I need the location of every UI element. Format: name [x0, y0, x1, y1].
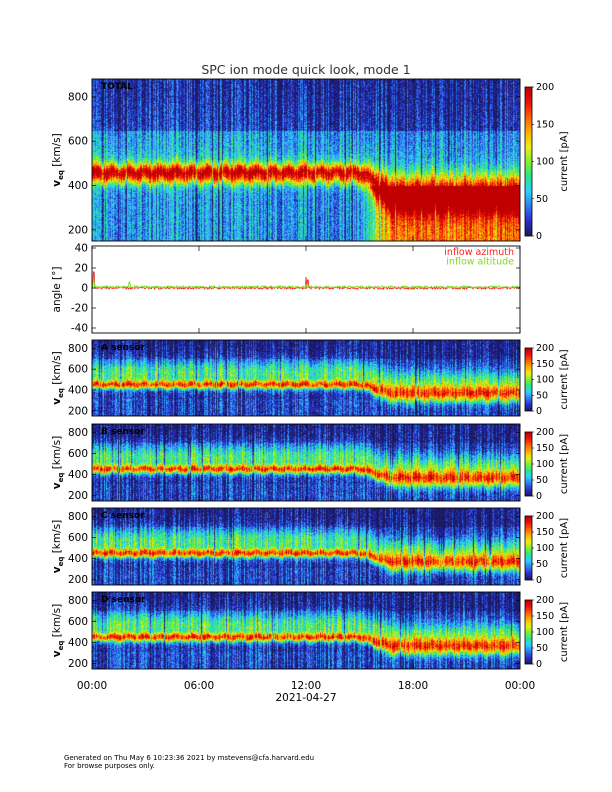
colorbar-tick-label: 150	[536, 611, 554, 622]
x-tick-label: 00:00	[505, 680, 535, 692]
y-axis-label: veq [km/s]	[51, 520, 65, 573]
panel-label: B sensor	[101, 427, 145, 437]
y-axis-label: angle [°]	[51, 267, 63, 313]
colorbar-tick-label: 0	[536, 575, 542, 586]
panel-label: TOTAL	[101, 82, 133, 92]
y-tick-label: 600	[68, 364, 88, 376]
y-axis-label: veq [km/s]	[51, 133, 65, 186]
colorbar-3	[525, 432, 532, 496]
y-tick-label: 800	[68, 595, 88, 607]
colorbar-tick-label: 200	[536, 343, 554, 354]
colorbar-tick-label: 0	[536, 231, 542, 242]
y-tick-label: 600	[68, 136, 88, 148]
x-tick-label: 12:00	[291, 680, 321, 692]
colorbar-tick-label: 150	[536, 119, 554, 130]
y-tick-label: 0	[81, 283, 88, 295]
y-tick-label: 600	[68, 616, 88, 628]
y-tick-label: 600	[68, 448, 88, 460]
series-line-1	[91, 279, 521, 290]
y-tick-label: 400	[68, 553, 88, 565]
panel-label: C sensor	[101, 511, 145, 521]
y-axis-label: veq [km/s]	[51, 436, 65, 489]
colorbar-label: current [pA]	[559, 131, 570, 191]
colorbar-tick-label: 200	[536, 427, 554, 438]
colorbar-tick-label: 100	[536, 157, 554, 168]
colorbar-tick-label: 100	[536, 459, 554, 470]
y-tick-label: 200	[68, 658, 88, 670]
date-label: 2021-04-27	[275, 692, 336, 704]
colorbar-tick-label: 100	[536, 627, 554, 638]
y-tick-label: 800	[68, 511, 88, 523]
y-tick-label: 400	[68, 384, 88, 396]
y-tick-label: 200	[68, 405, 88, 417]
colorbar-label: current [pA]	[559, 349, 570, 409]
browse-note: For browse purposes only.	[64, 762, 155, 770]
colorbar-tick-label: 150	[536, 527, 554, 538]
y-tick-label: -40	[71, 323, 88, 335]
colorbar-5	[525, 600, 532, 664]
figure-title: SPC ion mode quick look, mode 1	[201, 62, 410, 77]
colorbar-tick-label: 0	[536, 491, 542, 502]
colorbar-tick-label: 50	[536, 475, 548, 486]
panel-label: D sensor	[101, 595, 146, 605]
y-tick-label: 20	[75, 263, 88, 275]
spectrogram-3	[92, 424, 520, 501]
colorbar-tick-label: 100	[536, 375, 554, 386]
panel-label: A sensor	[101, 343, 146, 353]
time-axis: 2021-04-27 00:00 06:00 12:00 18:00 00:00	[77, 680, 535, 704]
y-tick-label: 40	[75, 243, 88, 255]
colorbar-label: current [pA]	[559, 602, 570, 662]
colorbar-2	[525, 348, 532, 411]
colorbar-tick-label: 200	[536, 595, 554, 606]
y-tick-label: 800	[68, 427, 88, 439]
y-tick-label: 200	[68, 574, 88, 586]
y-tick-label: 400	[68, 180, 88, 192]
colorbar-label: current [pA]	[559, 434, 570, 494]
colorbar-tick-label: 50	[536, 559, 548, 570]
colorbar-tick-label: 150	[536, 443, 554, 454]
spectrogram-4	[92, 508, 520, 585]
y-tick-label: 800	[68, 91, 88, 103]
colorbar-tick-label: 50	[536, 390, 548, 401]
colorbar-tick-label: 50	[536, 643, 548, 654]
colorbar-tick-label: 150	[536, 359, 554, 370]
legend-entry: inflow altitude	[446, 257, 514, 268]
colorbar-label: current [pA]	[559, 518, 570, 578]
colorbar-0	[525, 87, 532, 236]
y-tick-label: 200	[68, 224, 88, 236]
colorbar-tick-label: 50	[536, 194, 548, 205]
colorbar-tick-label: 0	[536, 659, 542, 670]
colorbar-tick-label: 100	[536, 543, 554, 554]
legend-entry: inflow azimuth	[444, 247, 514, 258]
y-tick-label: -20	[71, 303, 88, 315]
generated-note: Generated on Thu May 6 10:23:36 2021 by …	[64, 754, 315, 762]
x-tick-label: 18:00	[398, 680, 428, 692]
y-axis-label: veq [km/s]	[51, 604, 65, 657]
y-tick-label: 800	[68, 343, 88, 355]
y-axis-label: veq [km/s]	[51, 351, 65, 404]
y-tick-label: 400	[68, 469, 88, 481]
spectrogram-0	[92, 79, 520, 241]
colorbar-4	[525, 516, 532, 580]
y-tick-label: 400	[68, 637, 88, 649]
x-tick-label: 06:00	[184, 680, 214, 692]
y-tick-label: 200	[68, 490, 88, 502]
colorbar-tick-label: 200	[536, 82, 554, 93]
spectrogram-2	[92, 340, 520, 416]
x-tick-label: 00:00	[77, 680, 107, 692]
colorbar-tick-label: 0	[536, 406, 542, 417]
colorbar-tick-label: 200	[536, 511, 554, 522]
y-tick-label: 600	[68, 532, 88, 544]
spectrogram-5	[92, 592, 520, 669]
